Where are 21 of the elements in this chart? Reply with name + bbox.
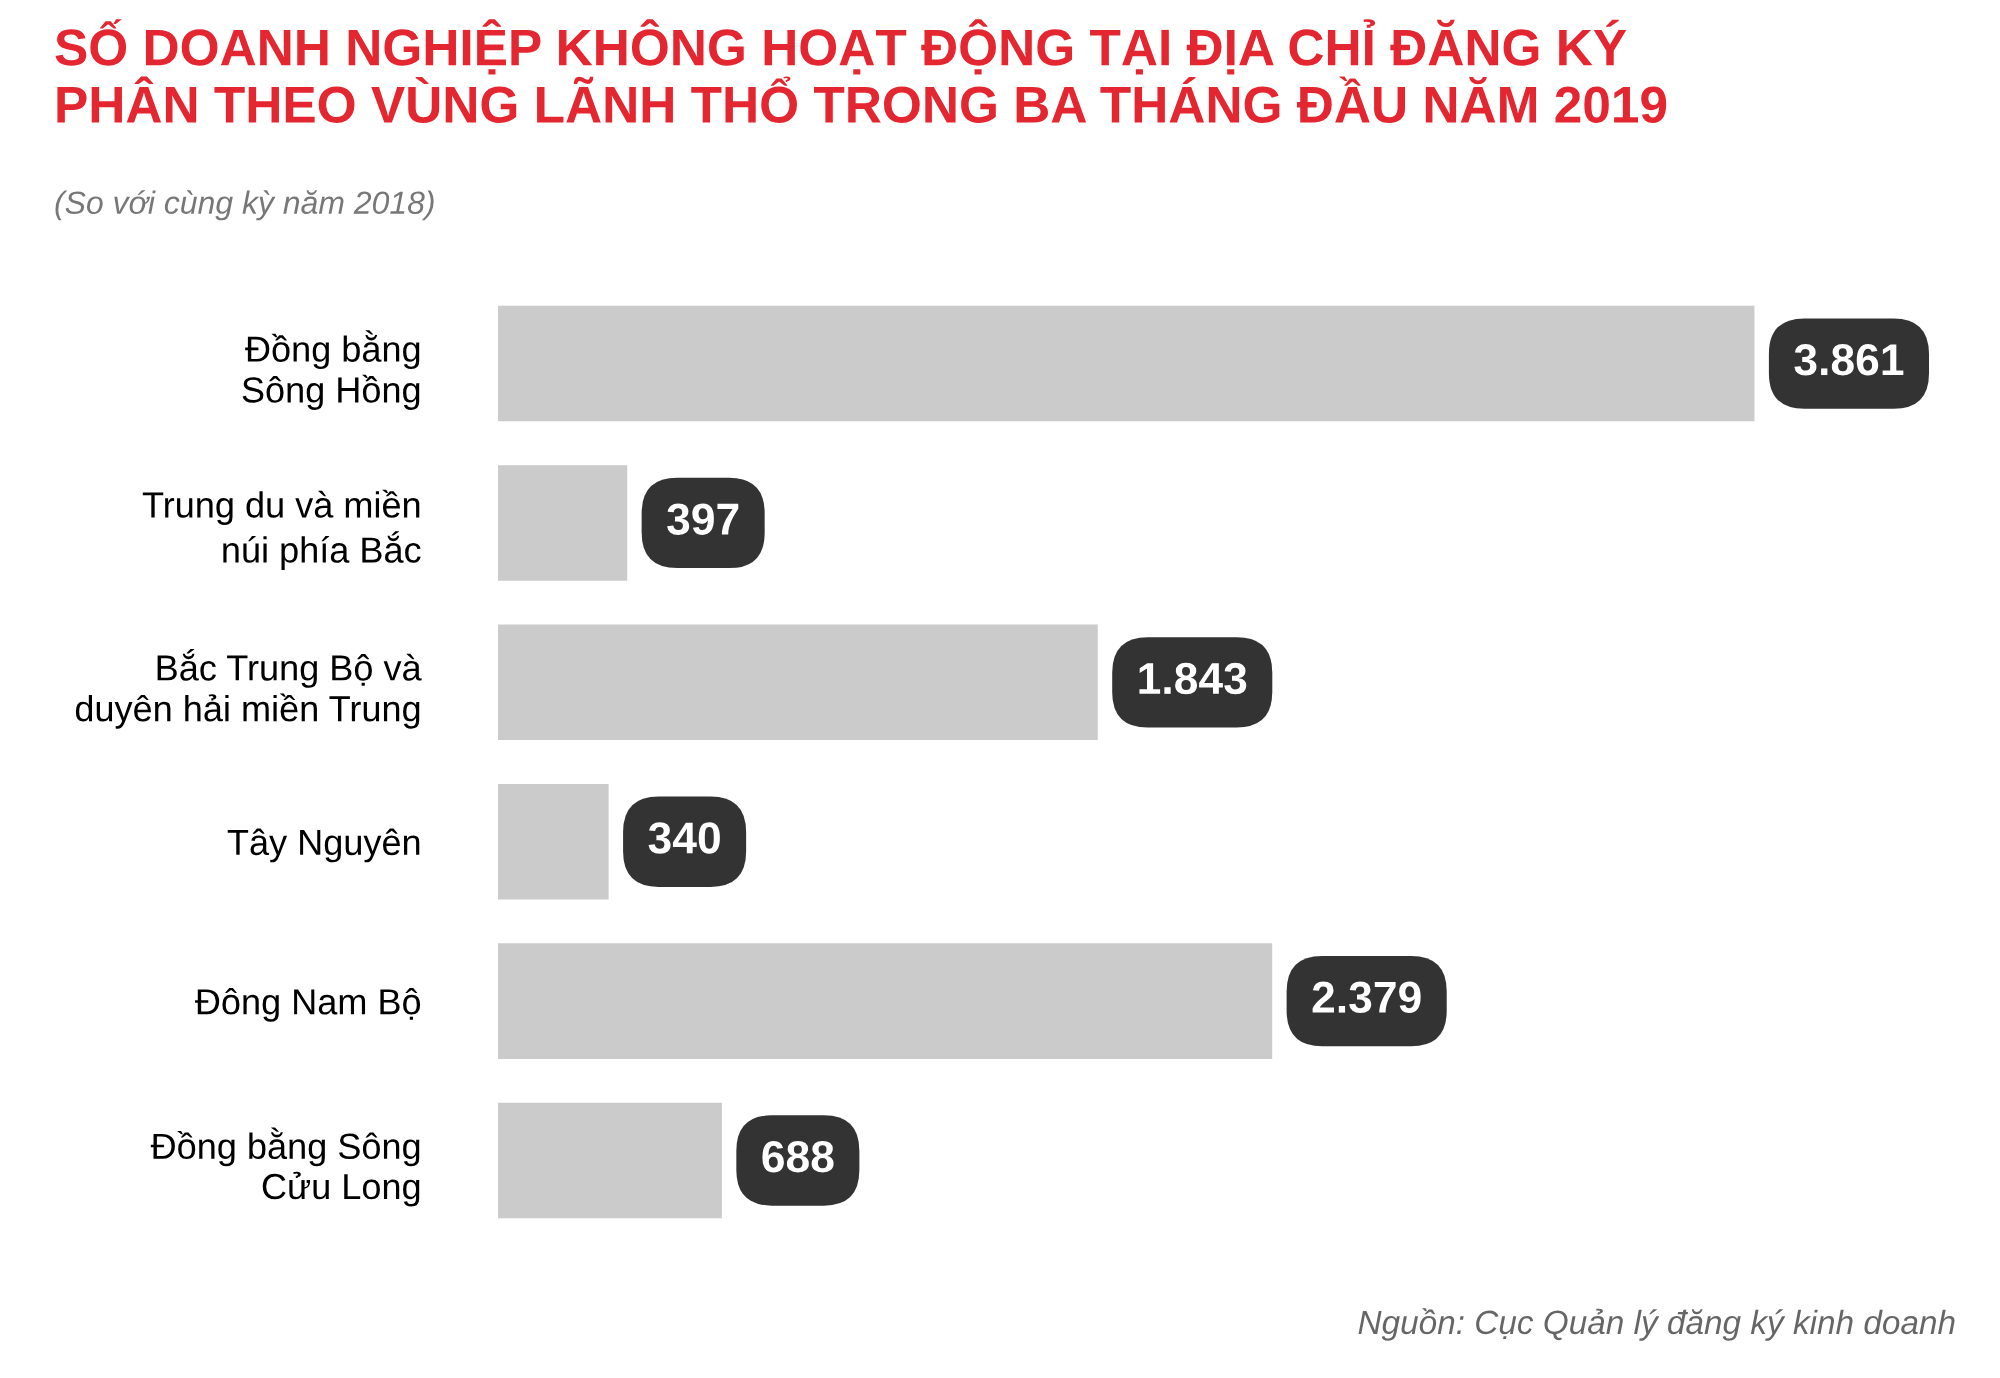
bar [498, 783, 609, 900]
bar [498, 624, 1098, 741]
bar [498, 943, 1273, 1059]
data-label: 340 [648, 822, 720, 854]
data-label: 397 [667, 503, 739, 535]
data-label: 1.843 [1139, 662, 1247, 695]
bar [498, 305, 1755, 422]
y-tick-label: Trung du và miền núi phía Bắc [142, 489, 421, 570]
chart-subtitle: (So với cùng kỳ năm 2018) [55, 190, 434, 221]
y-tick-label: Đồng bằng Sông Cửu Long [150, 1127, 420, 1207]
chart-title: SỐ DOANH NGHIỆP KHÔNG HOẠT ĐỘNG TẠI ĐỊA CHỈ ĐĂNG KÝ PHÂN THEO VÙNG LÃNH THỔ TRONG BA THÁNG ĐẦU NĂM 2019 [55, 19, 1667, 123]
bar [498, 1102, 722, 1219]
data-label: 3.861 [1794, 344, 1904, 376]
data-label: 688 [762, 1140, 834, 1173]
text: Nguồn: Cục Quản lý đăng ký kinh doanh [1358, 1308, 1955, 1341]
y-tick-label: Bắc Trung Bộ và duyên hải miền Trung [75, 649, 422, 729]
y-tick-label: Tây Nguyên [227, 828, 420, 863]
y-tick-label: Đông Nam Bộ [195, 987, 421, 1022]
data-label: 2.379 [1312, 981, 1421, 1014]
bar [498, 465, 628, 581]
y-tick-label: Đồng bằng Sông Hồng [242, 330, 420, 410]
